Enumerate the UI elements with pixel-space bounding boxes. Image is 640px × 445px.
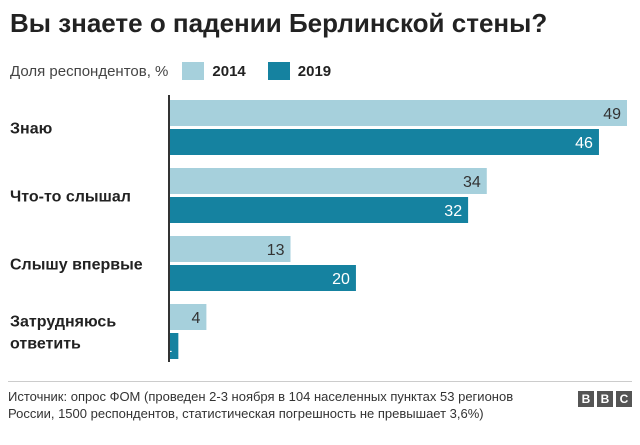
bar-2014 [169, 100, 627, 126]
bbc-logo-letter: B [597, 391, 613, 407]
bar-2014 [169, 236, 291, 262]
data-label-2014: 49 [603, 106, 621, 123]
legend-label-2014: 2014 [212, 62, 246, 80]
bar-2014 [169, 304, 207, 330]
data-label-2019: 20 [332, 271, 350, 288]
bbc-logo: B B C [578, 391, 632, 407]
category-label: Слышу впервые [10, 257, 143, 274]
bar-2019 [169, 333, 179, 359]
legend-swatch-2019 [267, 62, 290, 80]
data-label-2014: 34 [463, 174, 481, 191]
category-label: Знаю [10, 121, 53, 138]
data-label-2019: 46 [575, 135, 593, 152]
legend-swatch-2014 [182, 62, 205, 80]
category-label: Что-то слышал [10, 189, 131, 206]
source-note: Источник: опрос ФОМ (проведен 2-3 ноября… [8, 389, 514, 421]
legend: Доля респондентов, % 2014 2019 [10, 60, 331, 82]
legend-item-2019: 2019 [267, 62, 332, 80]
category-label: Затрудняюсь [10, 314, 116, 331]
bar-2019 [169, 265, 356, 291]
category-label: ответить [10, 336, 81, 353]
chart-title: Вы знаете о падении Берлинской стены? [10, 8, 548, 38]
bar-2019 [169, 129, 599, 155]
bar-2019 [169, 197, 469, 223]
legend-item-2014: 2014 [182, 62, 246, 80]
bbc-logo-letter: B [578, 391, 594, 407]
data-label-2014: 13 [267, 242, 285, 259]
legend-caption: Доля респондентов, % [10, 62, 169, 80]
bbc-logo-letter: C [616, 391, 632, 407]
data-label-2019: 1 [163, 339, 172, 356]
footer-divider [8, 381, 632, 382]
legend-label-2019: 2019 [297, 62, 332, 80]
data-label-2019: 32 [444, 203, 462, 220]
data-label-2014: 4 [191, 310, 200, 327]
bar-2014 [169, 168, 487, 194]
